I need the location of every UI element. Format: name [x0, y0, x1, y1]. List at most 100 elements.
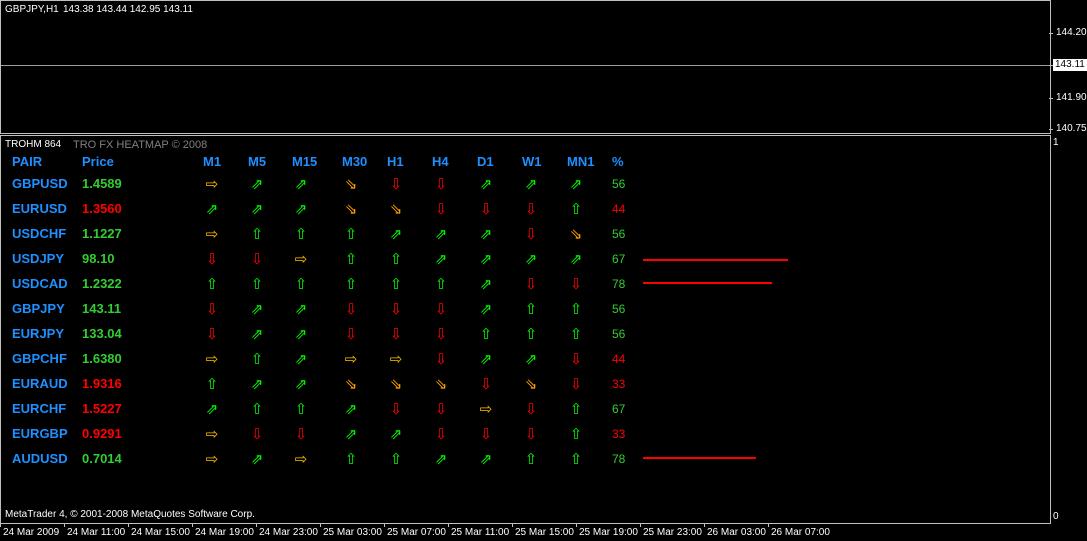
trend-arrow: ⇧: [389, 250, 403, 268]
trend-arrow: ⇩: [294, 425, 308, 443]
trend-arrow: ⇧: [569, 200, 583, 218]
trend-arrow: ⇩: [434, 400, 448, 418]
trend-arrow: ⇗: [294, 325, 308, 343]
trend-arrow: ⇨: [344, 350, 358, 368]
pair-price: 1.4589: [82, 176, 122, 191]
trend-arrow: ⇘: [569, 225, 583, 243]
trend-arrow: ⇧: [344, 250, 358, 268]
price-tick: [1049, 65, 1053, 66]
trend-arrow: ⇗: [344, 425, 358, 443]
trend-arrow: ⇩: [479, 425, 493, 443]
trend-arrow: ⇩: [205, 325, 219, 343]
signal-line: [643, 282, 772, 284]
indicator-title: TRO FX HEATMAP © 2008: [73, 139, 208, 151]
trend-arrow: ⇗: [294, 175, 308, 193]
column-header: M5: [248, 154, 267, 169]
price-panel: [0, 0, 1051, 134]
pair-price: 0.9291: [82, 426, 122, 441]
trend-arrow: ⇩: [250, 425, 264, 443]
trend-arrow: ⇗: [250, 325, 264, 343]
indicator-panel: [0, 135, 1051, 524]
scale-top: 1: [1053, 137, 1059, 148]
trend-arrow: ⇧: [294, 225, 308, 243]
pair-price: 143.11: [82, 301, 122, 316]
trend-arrow: ⇗: [250, 175, 264, 193]
trend-arrow: ⇩: [389, 325, 403, 343]
time-label: 26 Mar 03:00: [707, 527, 766, 538]
trend-arrow: ⇧: [294, 400, 308, 418]
pair-price: 1.1227: [82, 226, 122, 241]
trend-arrow: ⇩: [524, 275, 538, 293]
trend-arrow: ⇧: [344, 450, 358, 468]
trend-arrow: ⇗: [250, 300, 264, 318]
trend-arrow: ⇩: [250, 250, 264, 268]
price-tick: [1049, 129, 1053, 130]
trend-arrow: ⇩: [389, 400, 403, 418]
trend-arrow: ⇩: [524, 400, 538, 418]
trend-arrow: ⇩: [434, 175, 448, 193]
trend-arrow: ⇗: [205, 400, 219, 418]
trend-arrow: ⇘: [344, 175, 358, 193]
time-label: 24 Mar 2009: [3, 527, 60, 538]
trend-arrow: ⇗: [294, 375, 308, 393]
trend-arrow: ⇩: [344, 325, 358, 343]
trend-arrow: ⇘: [389, 375, 403, 393]
pair-price: 1.3560: [82, 201, 122, 216]
chart-title: GBPJPY,H1: [5, 4, 59, 15]
trend-arrow: ⇗: [524, 350, 538, 368]
column-header: PAIR: [12, 154, 43, 169]
indicator-name: TROHM 864: [5, 139, 62, 150]
trend-arrow: ⇧: [569, 450, 583, 468]
column-header: M30: [342, 154, 368, 169]
trend-arrow: ⇩: [434, 350, 448, 368]
trend-arrow: ⇗: [205, 200, 219, 218]
trend-arrow: ⇧: [569, 300, 583, 318]
trend-arrow: ⇩: [205, 250, 219, 268]
trend-arrow: ⇩: [389, 300, 403, 318]
trend-arrow: ⇩: [434, 200, 448, 218]
time-label: 25 Mar 07:00: [387, 527, 446, 538]
time-label: 25 Mar 15:00: [515, 527, 574, 538]
pair-name: USDCAD: [12, 276, 68, 291]
time-tick: [640, 523, 641, 527]
time-tick: [576, 523, 577, 527]
price-line: [1, 65, 1049, 66]
strength-percent: 67: [612, 402, 626, 416]
time-label: 25 Mar 23:00: [643, 527, 702, 538]
pair-price: 0.7014: [82, 451, 122, 466]
trend-arrow: ⇩: [434, 325, 448, 343]
time-tick: [704, 523, 705, 527]
trend-arrow: ⇨: [205, 425, 219, 443]
strength-percent: 44: [612, 352, 626, 366]
trend-arrow: ⇗: [294, 350, 308, 368]
trend-arrow: ⇩: [479, 200, 493, 218]
column-header: Price: [82, 154, 114, 169]
time-tick: [448, 523, 449, 527]
strength-percent: 56: [612, 327, 626, 341]
pair-name: USDJPY: [12, 251, 65, 266]
trend-arrow: ⇩: [344, 300, 358, 318]
time-tick: [0, 523, 1, 527]
trend-arrow: ⇗: [389, 425, 403, 443]
trend-arrow: ⇘: [344, 200, 358, 218]
trend-arrow: ⇩: [569, 275, 583, 293]
signal-line: [643, 457, 756, 459]
trend-arrow: ⇗: [569, 250, 583, 268]
trend-arrow: ⇘: [344, 375, 358, 393]
trend-arrow: ⇨: [294, 250, 308, 268]
trend-arrow: ⇗: [250, 200, 264, 218]
trend-arrow: ⇗: [250, 450, 264, 468]
trend-arrow: ⇨: [205, 350, 219, 368]
price-label: 143.11: [1053, 59, 1087, 71]
trend-arrow: ⇧: [569, 425, 583, 443]
time-tick: [384, 523, 385, 527]
time-label: 25 Mar 03:00: [323, 527, 382, 538]
trend-arrow: ⇗: [434, 250, 448, 268]
trend-arrow: ⇘: [524, 375, 538, 393]
trend-arrow: ⇩: [389, 175, 403, 193]
trend-arrow: ⇩: [524, 200, 538, 218]
time-label: 24 Mar 15:00: [131, 527, 190, 538]
strength-percent: 44: [612, 202, 626, 216]
time-label: 24 Mar 19:00: [195, 527, 254, 538]
